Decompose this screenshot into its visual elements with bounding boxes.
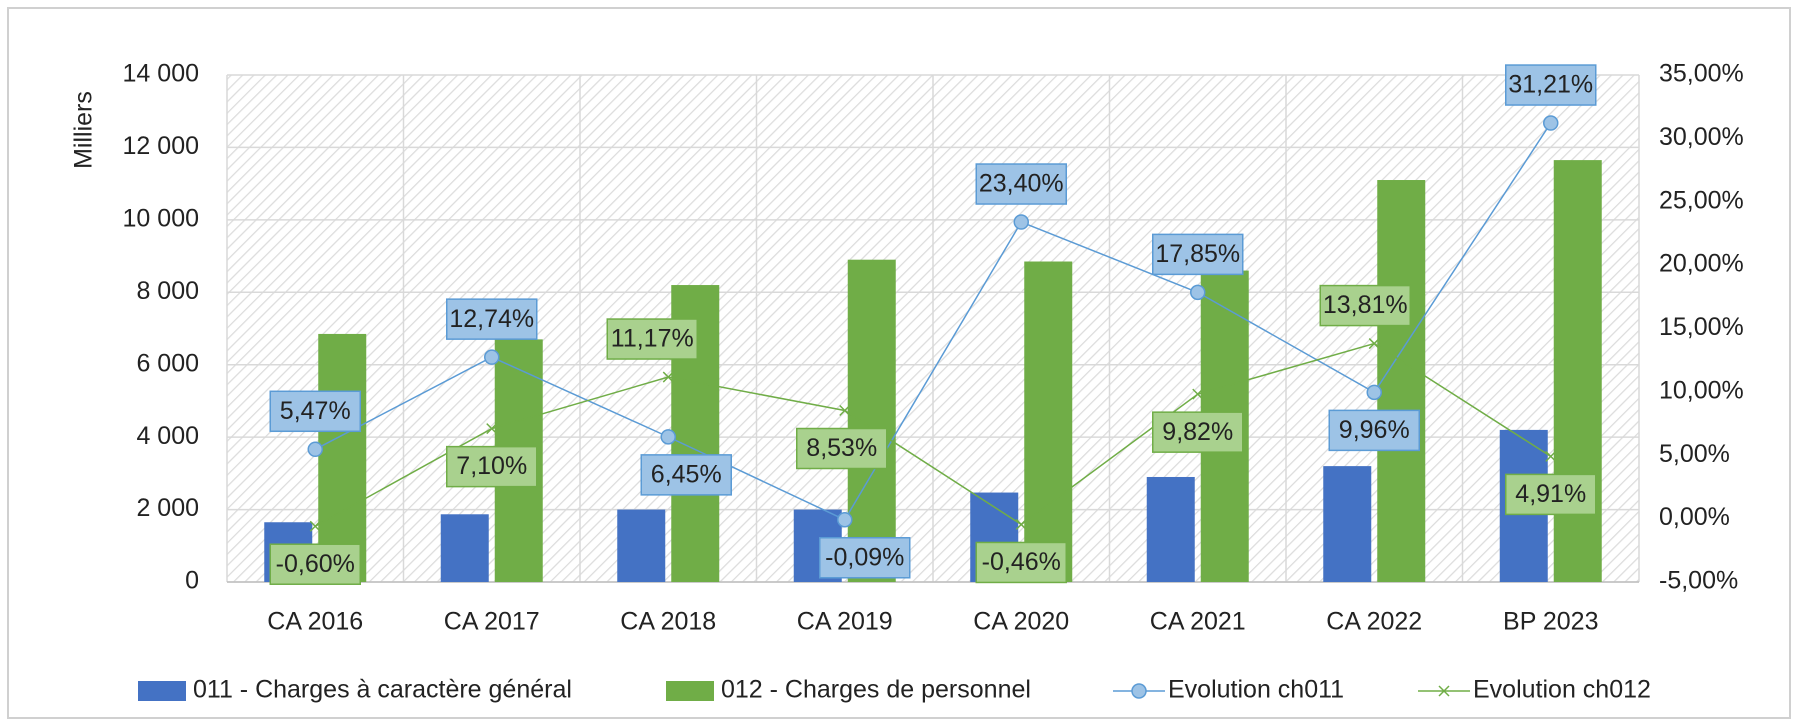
bar — [1024, 261, 1073, 582]
y2-tick-label: 0,00% — [1659, 503, 1730, 531]
data-label-box — [1505, 473, 1597, 516]
legend-swatch — [666, 681, 714, 701]
data-label: 31,21% — [1508, 71, 1593, 99]
data-label: 12,74% — [449, 305, 534, 333]
data-label-box — [1505, 64, 1597, 106]
y-tick-label: 4 000 — [136, 422, 199, 450]
y2-tick-label: 20,00% — [1659, 250, 1744, 278]
marker — [837, 512, 853, 528]
data-label-box — [1152, 411, 1244, 453]
y-tick-label: 8 000 — [136, 277, 199, 305]
data-label: 8,53% — [806, 434, 877, 462]
x-tick-label: CA 2018 — [620, 608, 716, 636]
data-label: 9,96% — [1339, 416, 1410, 444]
legend-label: Evolution ch012 — [1473, 676, 1651, 704]
marker — [662, 371, 674, 383]
bar — [847, 259, 896, 582]
bar — [617, 509, 666, 582]
data-label-box — [1152, 233, 1244, 276]
data-label: -0,60% — [276, 550, 355, 578]
bar — [1146, 476, 1195, 582]
marker — [660, 429, 676, 445]
data-label: 5,47% — [280, 397, 351, 425]
data-label-box — [269, 390, 361, 433]
marker — [1013, 214, 1029, 230]
y2-tick-label: 35,00% — [1659, 60, 1744, 88]
y-tick-label: 0 — [185, 567, 199, 595]
marker — [484, 349, 500, 365]
data-label-box — [1319, 284, 1411, 327]
data-label: 13,81% — [1323, 291, 1408, 319]
data-label-box — [975, 163, 1067, 205]
legend-label: 011 - Charges à caractère général — [193, 676, 572, 704]
x-tick-label: CA 2020 — [973, 608, 1069, 636]
y2-tick-label: -5,00% — [1659, 567, 1738, 595]
data-label-box — [446, 298, 538, 340]
data-label-box — [640, 454, 732, 496]
data-label: 4,91% — [1515, 480, 1586, 508]
marker — [1368, 338, 1380, 350]
marker — [307, 441, 323, 458]
y-tick-label: 12 000 — [123, 132, 199, 160]
data-label: 11,17% — [611, 325, 694, 353]
data-label: 9,82% — [1162, 418, 1233, 446]
data-label: -0,46% — [982, 548, 1061, 576]
x-tick-label: CA 2016 — [267, 608, 363, 636]
legend-marker — [1438, 685, 1450, 697]
marker — [309, 520, 321, 532]
legend-swatch — [138, 681, 186, 701]
legend-label: 012 - Charges de personnel — [721, 676, 1031, 704]
bar — [1323, 466, 1372, 582]
y2-tick-label: 30,00% — [1659, 123, 1744, 151]
y-axis-label: Milliers — [70, 91, 98, 169]
y-tick-label: 14 000 — [123, 60, 199, 88]
data-label-box — [975, 541, 1067, 584]
x-tick-label: CA 2021 — [1150, 608, 1246, 636]
marker — [1366, 384, 1382, 401]
data-label: 7,10% — [456, 452, 527, 480]
y2-tick-label: 15,00% — [1659, 313, 1744, 341]
data-label: 6,45% — [651, 460, 722, 488]
marker — [839, 404, 851, 417]
bar — [1377, 180, 1426, 582]
y2-tick-label: 25,00% — [1659, 186, 1744, 214]
marker — [1543, 115, 1559, 131]
data-label-box — [796, 427, 888, 470]
data-label-box — [819, 537, 911, 579]
line — [314, 122, 1552, 521]
data-label: 17,85% — [1155, 240, 1240, 268]
marker — [486, 423, 498, 435]
marker — [1190, 284, 1206, 301]
line — [314, 342, 1552, 527]
y2-tick-label: 5,00% — [1659, 440, 1730, 468]
marker — [1015, 518, 1027, 530]
x-tick-label: CA 2019 — [797, 608, 893, 636]
y-tick-label: 2 000 — [136, 494, 199, 522]
data-label-box — [269, 543, 361, 585]
y2-tick-label: 10,00% — [1659, 376, 1744, 404]
legend-label: Evolution ch011 — [1168, 676, 1344, 704]
data-label-box — [1328, 409, 1420, 452]
data-label: 23,40% — [979, 170, 1064, 198]
x-tick-label: CA 2022 — [1326, 608, 1422, 636]
data-label-box — [446, 445, 538, 488]
marker — [1192, 388, 1204, 400]
data-label: -0,09% — [825, 543, 904, 571]
y-tick-label: 10 000 — [123, 204, 199, 232]
bar — [440, 514, 489, 582]
legend-marker — [1131, 683, 1147, 699]
data-label-box — [606, 318, 698, 360]
x-tick-label: BP 2023 — [1503, 608, 1598, 636]
marker — [1545, 450, 1557, 462]
x-tick-label: CA 2017 — [444, 608, 540, 636]
bar — [1553, 160, 1602, 582]
bar — [318, 333, 367, 582]
y-tick-label: 6 000 — [136, 349, 199, 377]
